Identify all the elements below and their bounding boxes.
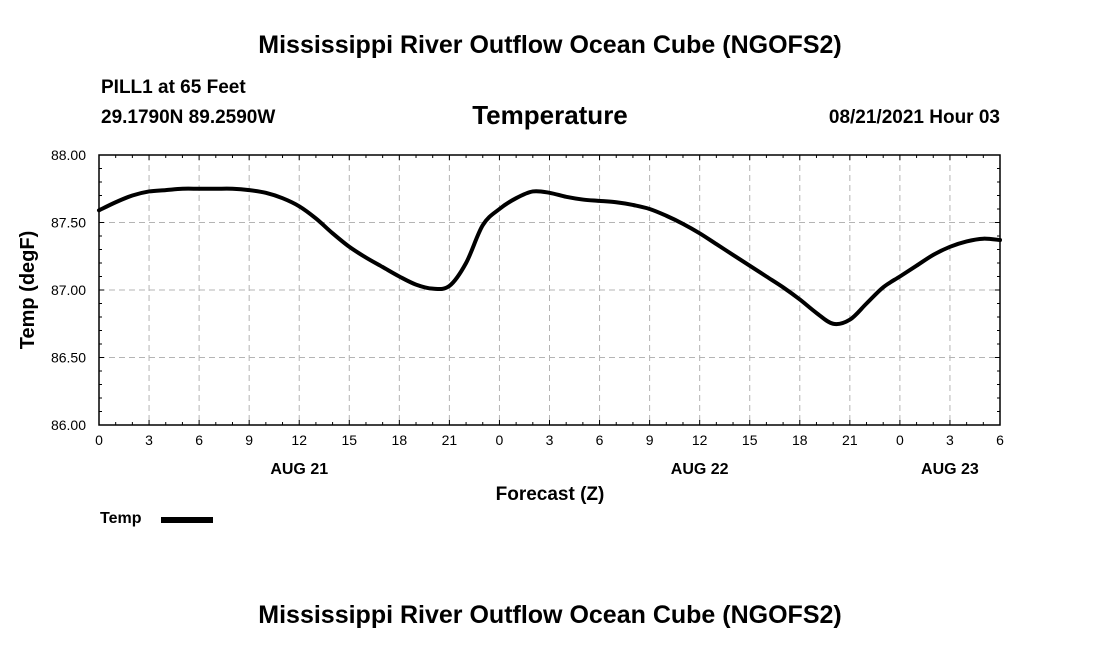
x-tick-label: 9 (245, 432, 253, 448)
grid-lines (99, 155, 1000, 425)
station-coordinates: 29.1790N 89.2590W (101, 107, 276, 128)
x-tick-label: 21 (842, 432, 858, 448)
x-tick-label: 6 (596, 432, 604, 448)
legend-line-swatch (161, 517, 213, 523)
forecast-datetime: 08/21/2021 Hour 03 (828, 107, 1000, 128)
series-line-temp (97, 186, 1002, 327)
x-tick-label: 12 (692, 432, 708, 448)
x-axis-label: Forecast (Z) (496, 484, 605, 505)
date-label: AUG 23 (921, 461, 979, 478)
x-tick-label: 21 (442, 432, 458, 448)
x-tick-label: 0 (95, 432, 103, 448)
x-tick-label: 15 (341, 432, 357, 448)
date-label: AUG 21 (270, 461, 328, 478)
x-tick-label: 0 (496, 432, 504, 448)
series-layer (97, 186, 1002, 327)
y-axis-label: Temp (degF) (17, 231, 39, 350)
x-tick-label: 18 (792, 432, 808, 448)
y-tick-label: 87.50 (51, 215, 86, 231)
chart-title: Temperature (472, 100, 628, 130)
figure-title: Mississippi River Outflow Ocean Cube (NG… (258, 31, 842, 59)
x-tick-label: 6 (996, 432, 1004, 448)
x-tick-label: 15 (742, 432, 758, 448)
y-tick-label: 86.50 (51, 350, 86, 366)
y-tick-label: 88.00 (51, 147, 86, 163)
x-tick-label: 6 (195, 432, 203, 448)
x-tick-label: 3 (546, 432, 554, 448)
x-tick-label: 12 (291, 432, 307, 448)
legend-label: Temp (100, 510, 142, 527)
x-tick-label: 9 (646, 432, 654, 448)
station-label: PILL1 at 65 Feet (101, 77, 246, 98)
x-tick-label: 3 (145, 432, 153, 448)
x-tick-label: 3 (946, 432, 954, 448)
y-tick-label: 86.00 (51, 417, 86, 433)
y-tick-label: 87.00 (51, 282, 86, 298)
footer-title: Mississippi River Outflow Ocean Cube (NG… (258, 601, 842, 629)
date-label: AUG 22 (671, 461, 729, 478)
axis-ticks: 0 3 6 9 12 15 18 21 0 3 6 9 12 15 18 21 0 3 6 86.00 86.50 87.… (51, 147, 1004, 478)
x-tick-label: 0 (896, 432, 904, 448)
x-tick-label: 18 (392, 432, 408, 448)
